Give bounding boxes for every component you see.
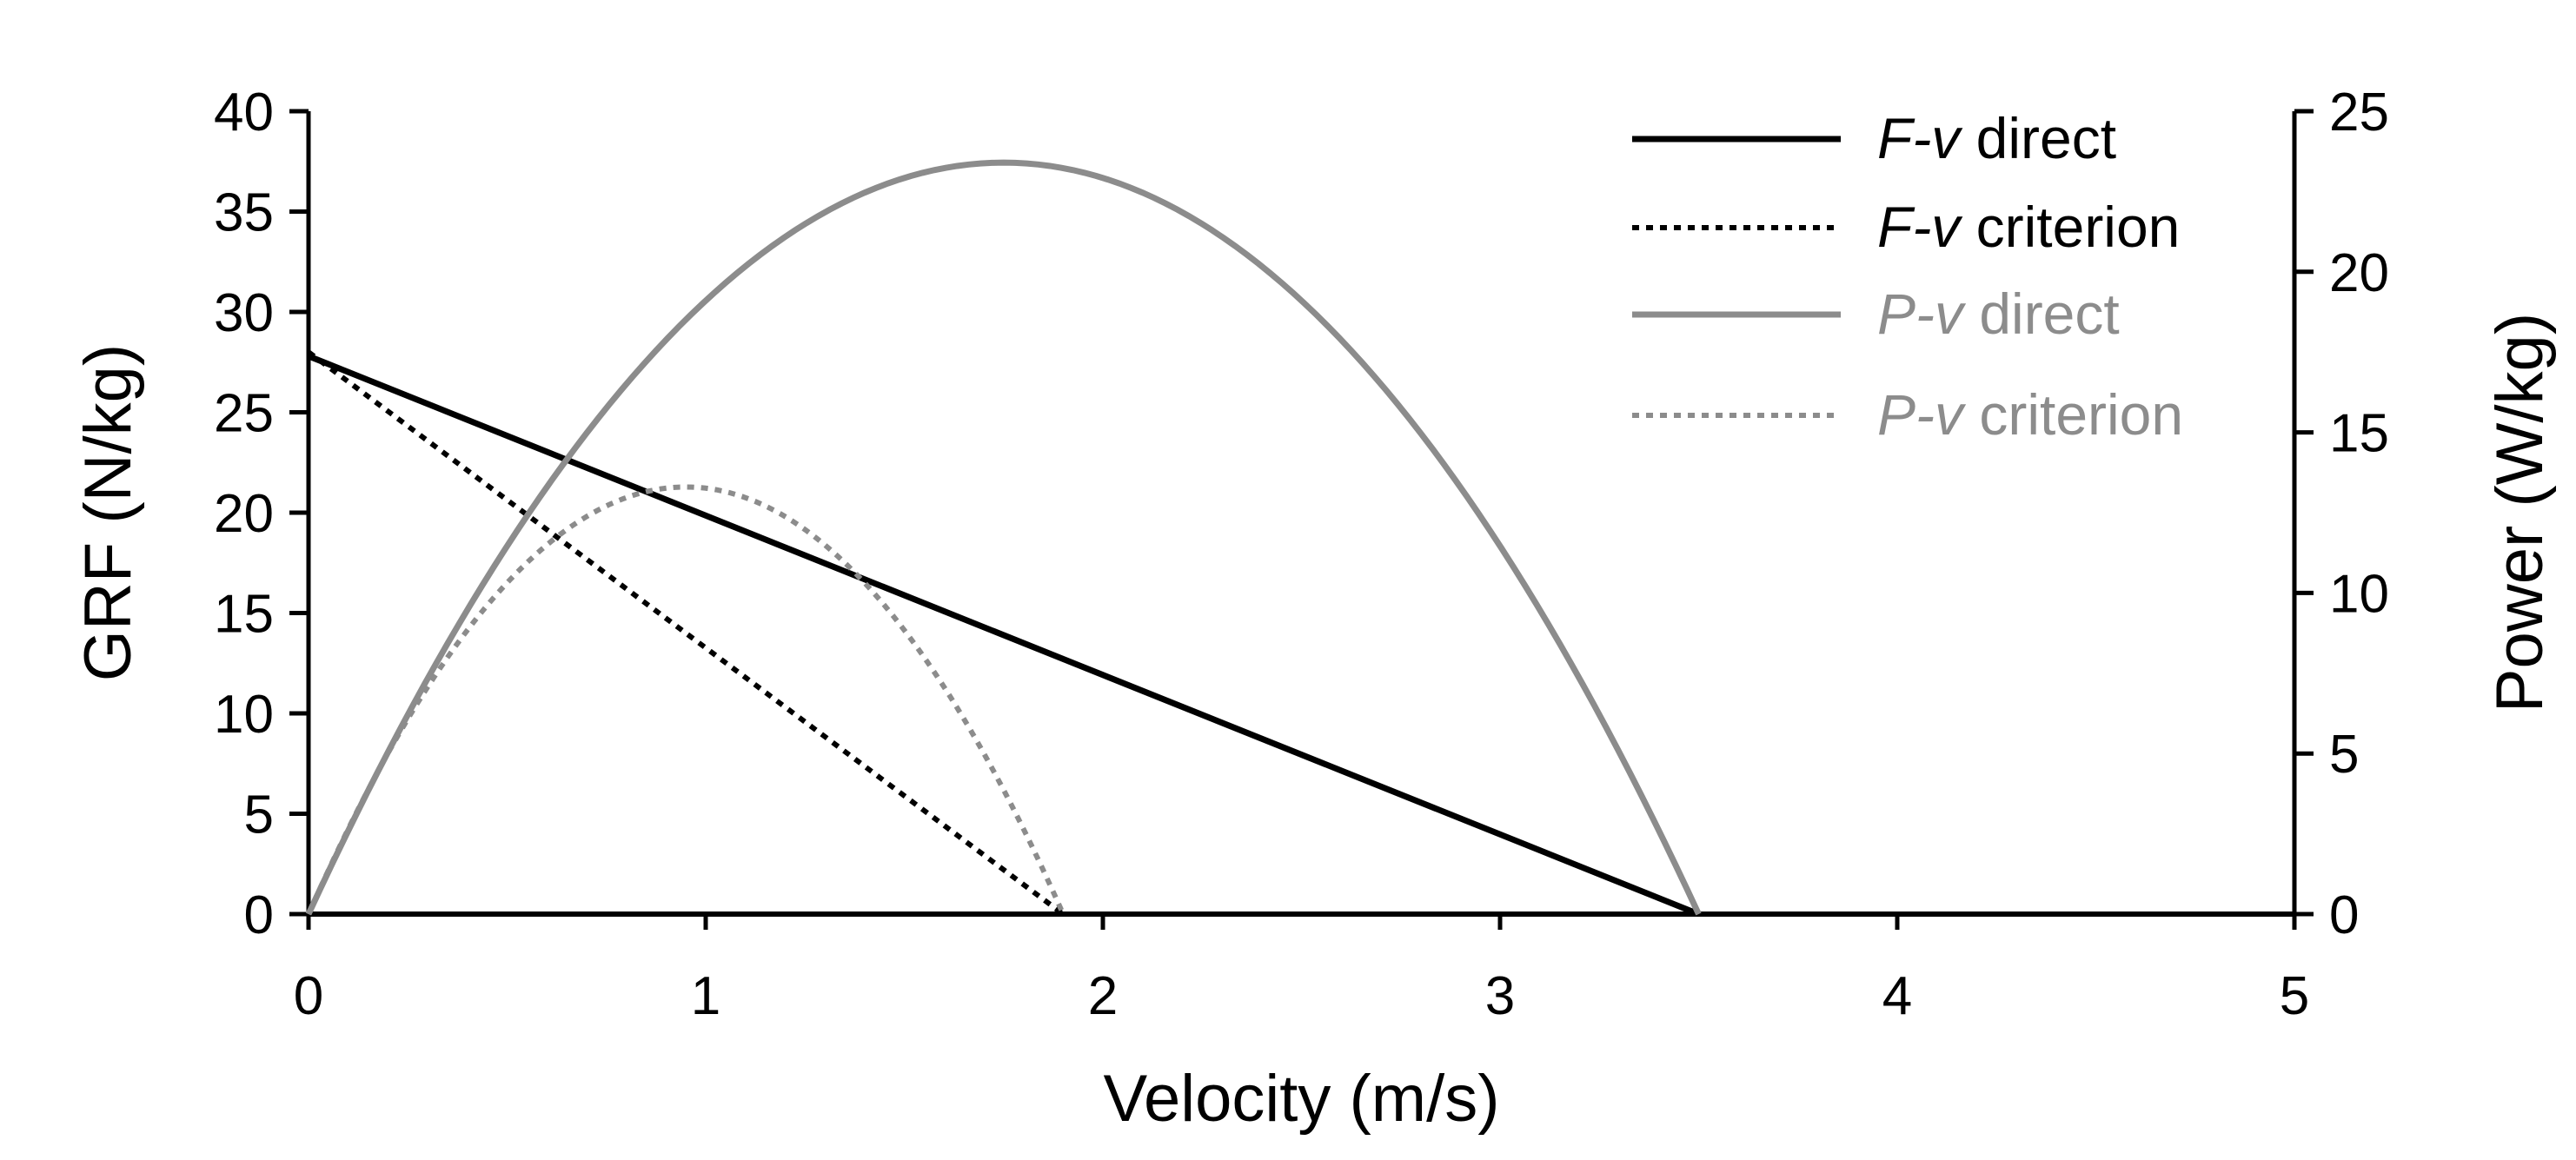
- y2-tick-label: 15: [2329, 404, 2389, 464]
- y-tick-label: 35: [214, 183, 274, 243]
- y2-tick-label: 0: [2329, 885, 2359, 945]
- y-tick-label: 15: [214, 585, 274, 645]
- y2-axis-title: Power (W/kg): [2483, 313, 2557, 713]
- x-tick-label: 1: [691, 966, 720, 1026]
- y-tick-label: 30: [214, 283, 274, 343]
- x-tick-label: 0: [294, 966, 323, 1026]
- legend-label-symbol: F-v: [1877, 106, 1963, 170]
- legend-label-symbol: P-v: [1877, 382, 1967, 447]
- legend-label: F-v direct: [1877, 106, 2116, 170]
- legend-label-symbol: F-v: [1877, 195, 1963, 259]
- y-tick-label: 20: [214, 484, 274, 544]
- y-tick-label: 40: [214, 83, 274, 143]
- y2-tick-label: 20: [2329, 243, 2389, 303]
- y-tick-label: 25: [214, 384, 274, 444]
- series-line-p-v-criterion: [306, 484, 1066, 916]
- legend-label-text: criterion: [1960, 195, 2180, 259]
- legend-label: P-v direct: [1877, 282, 2120, 346]
- y-tick-label: 10: [214, 685, 274, 745]
- series-layer: [305, 159, 1702, 918]
- legend-label: P-v criterion: [1877, 382, 2183, 447]
- x-tick-label: 2: [1088, 966, 1118, 1026]
- x-tick-label: 3: [1485, 966, 1515, 1026]
- legend-label-text: direct: [1963, 282, 2120, 346]
- series-line-f-v-criterion: [307, 349, 1066, 917]
- series-line-f-v-direct: [307, 353, 1700, 918]
- y-tick-label: 0: [244, 885, 274, 945]
- legend-label-text: criterion: [1963, 382, 2183, 447]
- tick-marks: [289, 109, 2314, 930]
- y2-tick-label: 25: [2329, 83, 2389, 143]
- x-axis-title: Velocity (m/s): [1103, 1062, 1499, 1136]
- y-tick-label: 5: [244, 785, 274, 845]
- y2-tick-label: 10: [2329, 564, 2389, 624]
- series-line-p-v-direct: [305, 159, 1702, 916]
- legend-label-symbol: P-v: [1877, 282, 1967, 346]
- legend-label-text: direct: [1960, 106, 2116, 170]
- x-tick-label: 5: [2280, 966, 2309, 1026]
- x-tick-label: 4: [1882, 966, 1912, 1026]
- y-axis-title: GRF (N/kg): [71, 344, 145, 681]
- legend-label: F-v criterion: [1877, 195, 2180, 259]
- y2-tick-label: 5: [2329, 725, 2359, 785]
